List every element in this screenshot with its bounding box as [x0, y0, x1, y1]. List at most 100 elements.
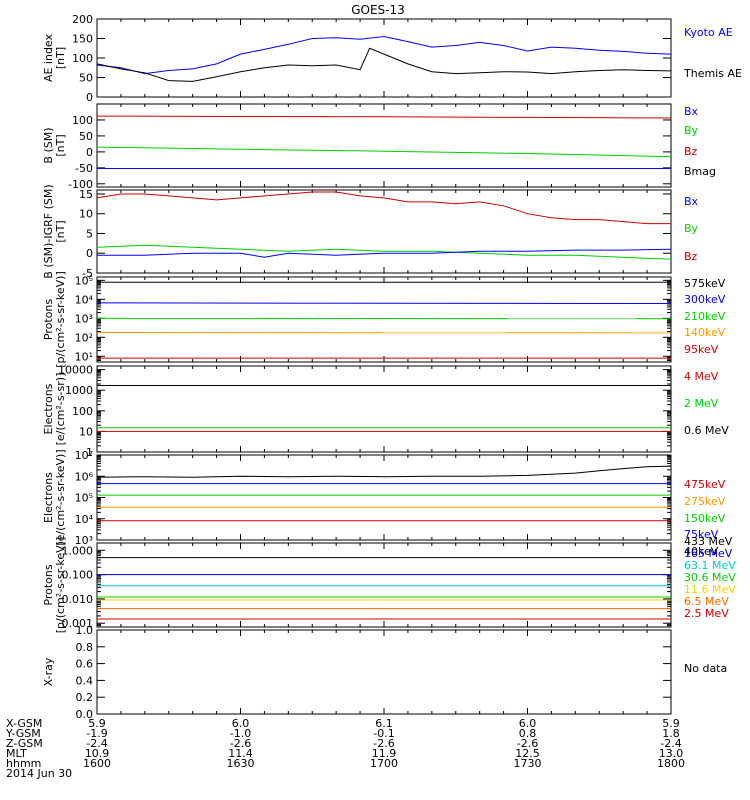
x-table-cell: -2.6 [517, 737, 538, 750]
panel-frame [96, 542, 672, 628]
legend-entry: Bz [684, 145, 698, 158]
x-table-cell: 1730 [514, 757, 542, 770]
x-table-cell: 6.1 [375, 717, 393, 730]
legend-entry: Themis AE [683, 67, 742, 80]
panel-b_igrf: -5 0 5 10 15 B (SM)-IGRF (SM) [nT] Bx By Bz [42, 184, 699, 280]
x-table-cell: 6.0 [232, 717, 250, 730]
series-bx [97, 248, 672, 258]
y-axis-label: [p/(cm²-s-sr-keV)] [54, 271, 67, 368]
y-tick-label: 0.8 [76, 641, 94, 654]
legend-entry: 433 MeV [684, 535, 733, 548]
legend-entry: 150keV [684, 512, 726, 525]
panel-electrons_kev: 10³ 10⁴ 10⁵ 10⁶ 10⁷ Electrons [e/(cm²-s-sr-keV… [42, 449, 726, 558]
y-tick-label: 50 [79, 72, 93, 85]
legend-entry: 300keV [684, 293, 726, 306]
y-tick-label: 10⁵ [75, 274, 93, 287]
y-tick-label: 1.0 [76, 624, 94, 637]
legend-entry: 2 MeV [684, 397, 719, 410]
series-bz [96, 115, 672, 119]
x-table-cell: 11.4 [228, 747, 253, 760]
y-tick-label: 0.100 [62, 569, 94, 582]
y-tick-label: 10⁴ [75, 293, 94, 306]
y-tick-label: 1 [86, 446, 93, 459]
y-tick-label: 0 [86, 146, 93, 159]
legend-entry: Bmag [684, 165, 716, 178]
legend-entry: 40keV [684, 545, 719, 558]
x-table-cell: -2.4 [86, 737, 107, 750]
y-axis-label: B (SM)-IGRF (SM) [42, 184, 55, 278]
x-table-cell: 13.0 [659, 747, 684, 760]
y-axis-label: Protons [42, 564, 55, 605]
legend-entry: Bx [684, 195, 699, 208]
y-tick-label: 150 [72, 33, 93, 46]
y-tick-label: 0 [86, 91, 93, 104]
x-table-cell: 1700 [370, 757, 398, 770]
x-table-cell: 5.9 [88, 717, 106, 730]
legend-entry: 4 MeV [684, 370, 719, 383]
x-table-cell: -1.0 [230, 727, 251, 740]
x-table-cell: 1800 [657, 757, 685, 770]
y-tick-label: 10 [79, 208, 93, 221]
y-axis-label: [e/(cm²-s-sr-keV)] [54, 449, 67, 545]
y-axis-label: B (SM) [42, 127, 55, 163]
y-tick-label: 100 [72, 114, 93, 127]
x-table-row-label: Z-GSM [6, 737, 43, 750]
date-label: 2014 Jun 30 [6, 767, 72, 780]
y-tick-label: -5 [82, 267, 93, 280]
y-axis-label: [e/(cm²-s-sr)] [54, 373, 67, 446]
y-tick-label: 5 [86, 227, 93, 240]
y-tick-label: 10³ [75, 534, 93, 547]
y-tick-label: 15 [79, 188, 93, 201]
legend-entry: By [684, 124, 699, 137]
y-tick-label: 1.000 [62, 544, 94, 557]
y-axis-label: [p/(cm²-s-sr-keV)] [54, 537, 67, 634]
legend-entry: Bx [684, 105, 699, 118]
series-300kev [96, 302, 672, 304]
y-tick-label: 100 [72, 405, 93, 418]
x-table-cell: -0.1 [373, 727, 394, 740]
y-tick-label: 10² [75, 331, 93, 344]
legend-entry: Kyoto AE [684, 26, 733, 39]
chart-title: GOES-13 [351, 3, 405, 17]
x-table-row-label: hhmm [6, 757, 41, 770]
panel-protons_mev: 0.001 0.010 0.100 1.000 Protons [p/(cm²-s-sr-… [42, 535, 736, 633]
panel-frame [96, 365, 672, 453]
y-axis-label: [nT] [54, 47, 67, 69]
x-table-row-label: Y-GSM [5, 727, 41, 740]
y-tick-label: 10³ [75, 312, 93, 325]
y-tick-label: 0.6 [76, 658, 94, 671]
legend-entry: 95keV [684, 343, 719, 356]
legend-entry: 0.6 MeV [684, 424, 729, 437]
legend-entry: 63.1 MeV [684, 559, 736, 572]
panel-frame [96, 189, 672, 274]
y-tick-label: 0.4 [76, 674, 94, 687]
y-tick-label: 10 [79, 425, 93, 438]
panel-frame [96, 276, 672, 363]
y-tick-label: -50 [75, 162, 93, 175]
x-table-cell: -2.4 [660, 737, 681, 750]
y-tick-label: 0 [86, 247, 93, 260]
x-axis-table: X-GSMY-GSMZ-GSMMLThhmm5.9-1.9-2.410.9160… [5, 717, 685, 780]
legend-entry: 2.5 MeV [684, 607, 729, 620]
y-tick-label: 10¹ [75, 350, 93, 363]
series-themis-ae [96, 47, 672, 82]
panel-frame [96, 629, 672, 715]
y-tick-label: 10⁴ [75, 513, 94, 526]
panel-b_sm: -100 -50 0 50 100 B (SM) [nT] Bx By Bz Bmag [42, 103, 716, 191]
y-axis-label: Electrons [42, 472, 55, 523]
legend-entry: 165 MeV [684, 547, 733, 560]
y-tick-label: 100 [72, 52, 93, 65]
x-table-cell: 0.8 [519, 727, 537, 740]
y-tick-label: 0.001 [62, 617, 94, 630]
x-table-cell: 10.9 [85, 747, 110, 760]
x-table-cell: 1600 [83, 757, 111, 770]
x-table-cell: -2.6 [373, 737, 394, 750]
x-table-cell: -1.9 [86, 727, 107, 740]
x-table-cell: 12.5 [515, 747, 540, 760]
x-table-cell: 5.9 [662, 717, 680, 730]
y-tick-label: 1000 [65, 384, 93, 397]
no-data-label: No data [684, 662, 727, 675]
legend-entry: 30.6 MeV [684, 571, 736, 584]
